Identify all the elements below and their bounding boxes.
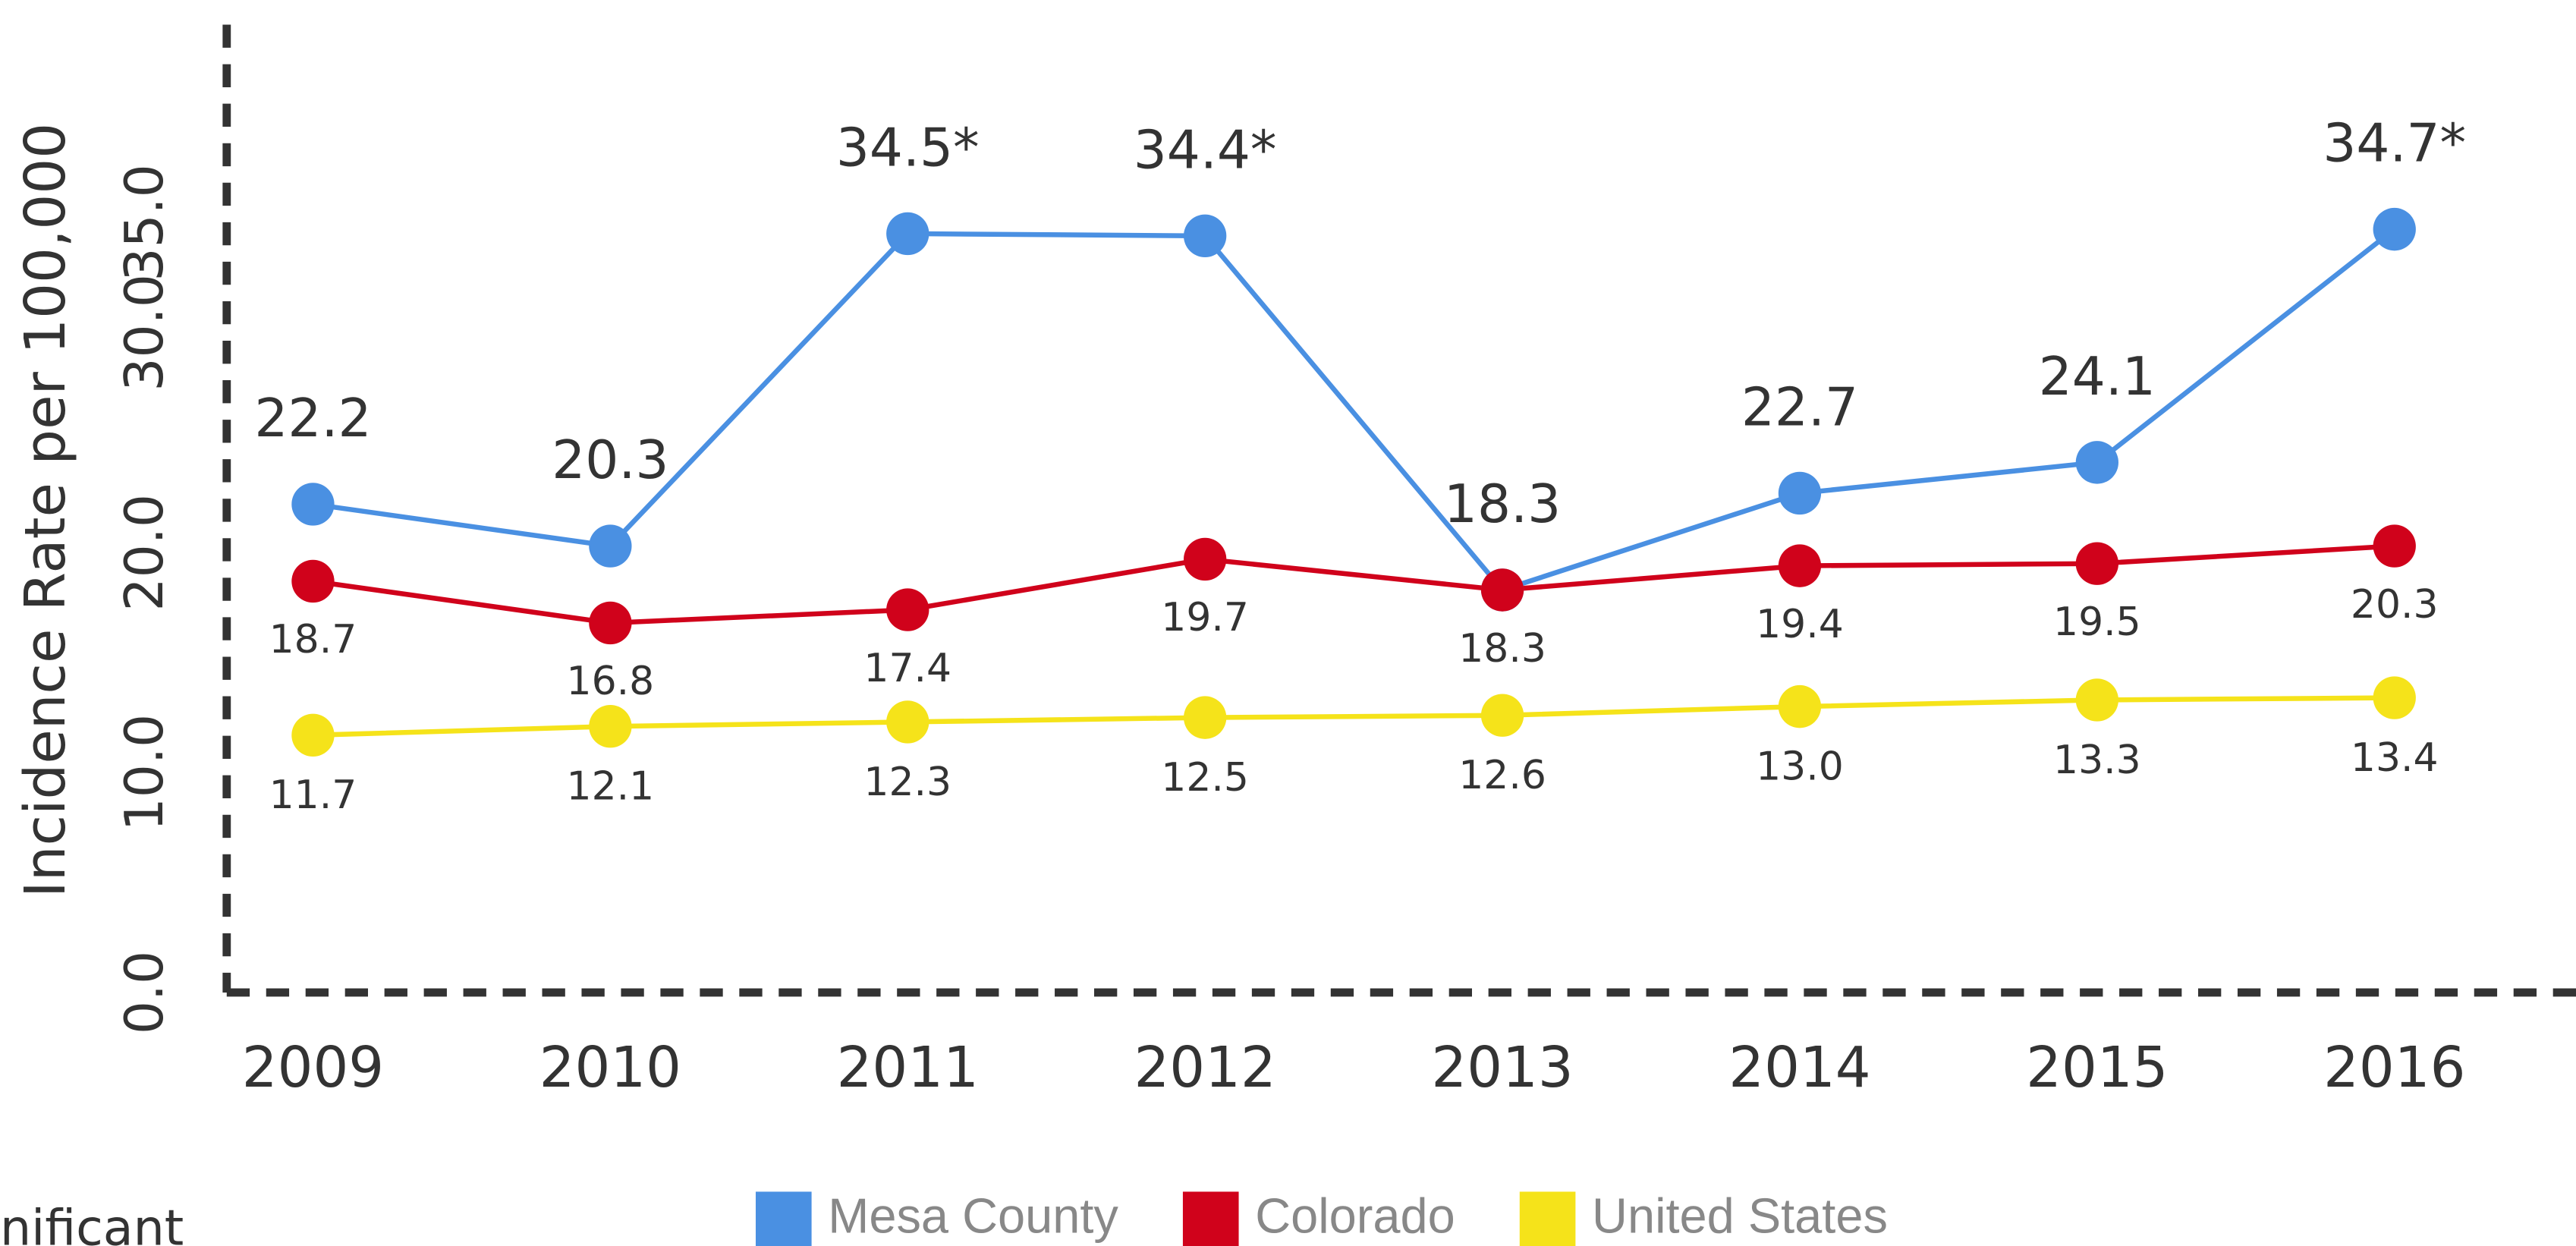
y-tick-label: 0.0 — [115, 951, 175, 1034]
x-tick-label: 2013 — [1431, 1036, 1573, 1100]
data-point — [291, 559, 335, 603]
data-point — [2075, 678, 2118, 722]
data-label: 16.8 — [567, 659, 655, 704]
y-tick-label: 30.0 — [115, 274, 175, 392]
data-label: 12.3 — [863, 760, 951, 805]
data-point — [1184, 696, 1227, 739]
series-line — [313, 227, 2396, 593]
x-tick-label: 2015 — [2026, 1036, 2168, 1100]
data-label: 19.7 — [1161, 595, 1249, 640]
x-tick-label: 2011 — [837, 1036, 979, 1100]
data-label: 13.0 — [1756, 744, 1844, 790]
data-point — [1778, 684, 1822, 728]
data-point — [2373, 207, 2416, 251]
x-tick-label: 2016 — [2323, 1036, 2465, 1100]
data-label: 18.7 — [269, 617, 357, 662]
data-point — [1184, 214, 1227, 258]
y-tick-label: 35.0 — [115, 164, 175, 282]
data-label: 22.7 — [1741, 377, 1858, 438]
data-point — [886, 588, 929, 631]
data-point — [1184, 537, 1227, 581]
legend-swatch — [755, 1191, 812, 1246]
legend-label: United States — [1592, 1188, 1888, 1243]
data-label: 18.3 — [1444, 474, 1561, 535]
data-label: 24.1 — [2039, 347, 2156, 407]
data-point — [886, 212, 929, 256]
data-point — [886, 700, 929, 744]
x-tick-label: 2010 — [539, 1036, 681, 1100]
data-label: 20.3 — [2351, 582, 2439, 628]
data-point — [2075, 542, 2118, 585]
legend-swatch — [1519, 1191, 1576, 1246]
series-line — [313, 543, 2395, 626]
legend-label: Colorado — [1255, 1188, 1455, 1243]
series-line — [313, 695, 2395, 738]
data-label: 18.3 — [1458, 626, 1546, 672]
footnote: nificant — [0, 1200, 184, 1246]
data-label: 12.6 — [1458, 753, 1546, 798]
data-label: 34.4* — [1134, 120, 1277, 181]
data-label: 13.3 — [2053, 738, 2141, 783]
data-point — [1778, 544, 1822, 587]
data-label: 17.4 — [863, 646, 951, 691]
y-tick-label: 10.0 — [115, 714, 175, 832]
y-tick-label: 20.0 — [115, 494, 175, 612]
legend-swatch — [1182, 1191, 1239, 1246]
y-axis-label: Incidence Rate per 100,000 — [14, 123, 78, 898]
data-point — [1480, 694, 1524, 737]
data-label: 11.7 — [269, 772, 357, 818]
data-label: 12.5 — [1161, 755, 1249, 801]
data-point — [291, 483, 335, 526]
data-point — [589, 601, 632, 645]
data-label: 19.4 — [1756, 602, 1844, 647]
data-label: 34.7* — [2323, 114, 2466, 175]
data-label: 13.4 — [2351, 735, 2439, 781]
data-label: 12.1 — [567, 764, 655, 810]
data-label: 34.5* — [836, 118, 980, 178]
data-point — [291, 713, 335, 757]
legend-label: Mesa County — [828, 1188, 1118, 1243]
x-tick-label: 2014 — [1728, 1036, 1870, 1100]
data-point — [2373, 524, 2416, 568]
x-tick-label: 2009 — [242, 1036, 384, 1100]
data-point — [2075, 441, 2118, 484]
data-point — [589, 524, 632, 568]
data-label: 20.3 — [552, 430, 668, 491]
data-label: 19.5 — [2053, 599, 2141, 645]
data-point — [589, 705, 632, 748]
data-point — [1778, 471, 1822, 515]
data-point — [2373, 676, 2416, 719]
data-point — [1480, 568, 1524, 612]
data-label: 22.2 — [254, 389, 371, 449]
x-tick-label: 2012 — [1134, 1036, 1275, 1100]
